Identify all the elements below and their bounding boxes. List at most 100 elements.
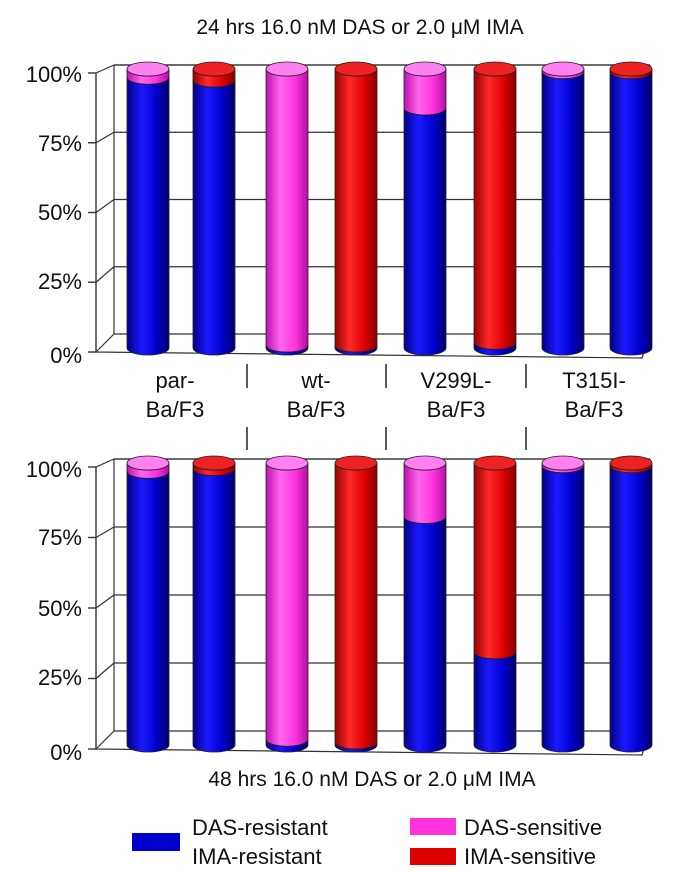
bar-segment-sensitive — [403, 462, 447, 524]
category-label-wt-line1: wt- — [300, 368, 330, 393]
bar-segment-resistant — [192, 468, 236, 753]
bar-cap — [265, 61, 309, 77]
legend-item-ima-sensitive: IMA-sensitive — [410, 844, 596, 869]
bar-segment-sensitive — [334, 462, 378, 750]
bar-5 — [473, 455, 517, 753]
bar-segment-resistant — [609, 465, 653, 753]
category-label-v299l-line2: Ba/F3 — [427, 397, 486, 422]
bar-7 — [609, 61, 653, 356]
y-tick-label: 25% — [38, 269, 82, 294]
bar-segment-resistant — [609, 71, 653, 356]
bar-segment-sensitive — [334, 68, 378, 353]
bar-cap — [541, 61, 585, 77]
bar-1 — [192, 61, 236, 356]
bar-7 — [609, 455, 653, 753]
legend-swatch-resistant — [132, 833, 180, 851]
legend-label: IMA-resistant — [192, 844, 322, 869]
bar-segment-sensitive — [265, 462, 309, 747]
category-label-t315i-line2: Ba/F3 — [565, 397, 624, 422]
bar-segment-resistant — [541, 465, 585, 753]
bar-1 — [192, 455, 236, 753]
bars-48hrs — [126, 455, 653, 753]
legend: DAS-resistant IMA-resistant DAS-sensitiv… — [132, 815, 602, 869]
bar-cap — [403, 455, 447, 471]
bar-segment-sensitive — [473, 68, 517, 350]
gridline-depth — [95, 131, 115, 144]
bar-4 — [403, 61, 447, 356]
bar-cap — [609, 61, 653, 77]
bar-cap — [126, 455, 170, 471]
legend-swatch-das-sensitive — [410, 818, 456, 835]
y-axis-24hrs: 100% 75% 50% 25% 0% — [26, 62, 82, 368]
bar-segment-resistant — [403, 107, 447, 356]
bar-segment-sensitive — [265, 68, 309, 353]
bar-segment-resistant — [473, 342, 517, 356]
bar-cap — [126, 61, 170, 77]
bar-cap — [609, 455, 653, 471]
y-tick-label: 100% — [26, 457, 82, 482]
y-tick-label: 75% — [38, 131, 82, 156]
y-axis-48hrs: 100% 75% 50% 25% 0% — [26, 457, 82, 765]
category-label-v299l-line1: V299L- — [421, 368, 492, 393]
bar-cap — [403, 61, 447, 77]
bar-6 — [541, 61, 585, 356]
bar-segment-resistant — [334, 742, 378, 753]
bar-cap — [265, 455, 309, 471]
y-tick-label: 0% — [50, 740, 82, 765]
bar-0 — [126, 455, 170, 753]
bar-segment-resistant — [126, 471, 170, 753]
bar-cap — [541, 455, 585, 471]
bar-0 — [126, 61, 170, 356]
bar-5 — [473, 61, 517, 356]
chart-title-24hrs: 24 hrs 16.0 nM DAS or 2.0 μM IMA — [196, 16, 523, 39]
chart-48hrs: 100% 75% 50% 25% 0% 48 hrs 16.0 nM DAS o… — [26, 455, 653, 791]
bars-24hrs — [126, 61, 653, 356]
bar-cap — [473, 455, 517, 471]
bar-segment-sensitive — [473, 462, 517, 660]
bar-4 — [403, 455, 447, 753]
bar-segment-resistant — [541, 71, 585, 356]
gridline-depth — [95, 64, 115, 74]
bar-3 — [334, 455, 378, 753]
category-label-t315i-line1: T315I- — [562, 368, 626, 393]
legend-label: IMA-sensitive — [464, 844, 596, 869]
bar-6 — [541, 455, 585, 753]
bar-cap — [473, 61, 517, 77]
bar-segment-resistant — [334, 345, 378, 356]
bar-2 — [265, 455, 309, 753]
gridline-depth — [95, 526, 115, 539]
legend-label: DAS-resistant — [192, 815, 328, 840]
bar-2 — [265, 61, 309, 356]
legend-swatch-ima-sensitive — [410, 848, 456, 865]
gridline-depth — [95, 266, 115, 283]
bar-segment-resistant — [192, 80, 236, 356]
bar-cap — [334, 61, 378, 77]
bar-cap — [192, 455, 236, 471]
chart-24hrs: 24 hrs 16.0 nM DAS or 2.0 μM IMA 100% 75… — [26, 16, 653, 368]
bar-cap — [334, 455, 378, 471]
category-label-par-line1: par- — [155, 368, 194, 393]
category-label-wt-line2: Ba/F3 — [287, 397, 346, 422]
gridline-depth — [95, 458, 115, 468]
gridline-depth — [95, 199, 115, 213]
bar-segment-resistant — [265, 345, 309, 356]
y-tick-label: 50% — [38, 596, 82, 621]
y-tick-label: 50% — [38, 200, 82, 225]
bar-segment-resistant — [473, 651, 517, 753]
category-labels: par- Ba/F3 wt- Ba/F3 V299L- Ba/F3 T315I-… — [146, 364, 626, 450]
y-tick-label: 25% — [38, 665, 82, 690]
bar-segment-resistant — [265, 739, 309, 753]
bar-segment-resistant — [403, 516, 447, 753]
gridline-depth — [95, 662, 115, 679]
y-tick-label: 0% — [50, 343, 82, 368]
gridline-depth — [95, 594, 115, 609]
chart-title-48hrs: 48 hrs 16.0 nM DAS or 2.0 μM IMA — [208, 768, 535, 791]
legend-item-das-sensitive: DAS-sensitive — [410, 815, 602, 840]
bar-3 — [334, 61, 378, 356]
y-tick-label: 100% — [26, 62, 82, 87]
category-label-par-line2: Ba/F3 — [146, 397, 205, 422]
y-tick-label: 75% — [38, 525, 82, 550]
legend-label: DAS-sensitive — [464, 815, 602, 840]
bar-segment-resistant — [126, 77, 170, 356]
